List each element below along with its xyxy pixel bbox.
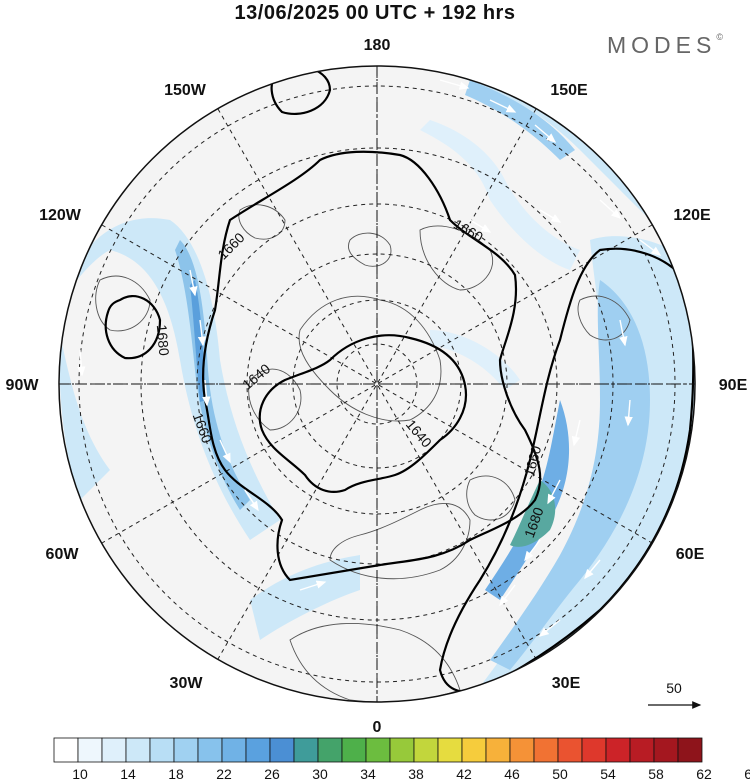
colorbar-swatch	[389, 737, 415, 763]
colorbar-swatch	[485, 737, 511, 763]
colorbar-swatch	[125, 737, 151, 763]
colorbar-tick-label: 50	[552, 766, 568, 782]
colorbar-tick-label: 22	[216, 766, 232, 782]
colorbar-tick-label: 10	[72, 766, 88, 782]
colorbar-tick-label: 18	[168, 766, 184, 782]
colorbar-swatches	[53, 737, 703, 763]
lon-label-150w: 150W	[164, 82, 207, 99]
modes-logo: MODES©	[607, 32, 723, 59]
lon-label-150e: 150E	[550, 82, 588, 99]
colorbar-swatch	[557, 737, 583, 763]
colorbar-tick-label: 54	[600, 766, 616, 782]
colorbar-swatch	[533, 737, 559, 763]
colorbar-tick-label: 62	[696, 766, 712, 782]
colorbar-swatch	[77, 737, 103, 763]
contour-label-1680: 1680	[154, 324, 173, 357]
colorbar-tick-label: 58	[648, 766, 664, 782]
colorbar-swatch	[413, 737, 439, 763]
contour-label-1660: 1660	[521, 444, 545, 478]
coastlines	[95, 204, 631, 702]
colorbar-swatch	[221, 737, 247, 763]
longitude-labels: 180 150W 150E 120W 120E 90W 90E 60W 60E …	[6, 37, 748, 736]
reference-vector-label: 50	[666, 680, 682, 696]
colorbar-swatch	[653, 737, 679, 763]
colorbar-tick-label: 46	[504, 766, 520, 782]
colorbar-swatch	[53, 737, 79, 763]
lon-label-90w: 90W	[6, 377, 40, 394]
colorbar-swatch	[365, 737, 391, 763]
lon-label-60w: 60W	[46, 546, 80, 563]
colorbar-tick-label: 66	[744, 766, 750, 782]
brand-text: MODES	[607, 32, 717, 58]
colorbar-swatch	[581, 737, 607, 763]
colorbar-swatch	[605, 737, 631, 763]
colorbar-swatch	[437, 737, 463, 763]
colorbar-tick-label: 26	[264, 766, 280, 782]
lon-label-30w: 30W	[170, 675, 204, 692]
map-border	[58, 65, 696, 703]
colorbar-swatch	[197, 737, 223, 763]
colorbar-tick-label: 38	[408, 766, 424, 782]
colorbar-swatch	[341, 737, 367, 763]
colorbar-swatch	[149, 737, 175, 763]
colorbar-tick-label: 42	[456, 766, 472, 782]
map-title: 13/06/2025 00 UTC + 192 hrs	[234, 2, 516, 24]
colorbar-swatch	[677, 737, 703, 763]
colorbar-swatch	[317, 737, 343, 763]
lon-label-0: 0	[373, 719, 382, 736]
colorbar-swatch	[245, 737, 271, 763]
colorbar-tick-label: 30	[312, 766, 328, 782]
colorbar-swatch	[101, 737, 127, 763]
brand-mark: ©	[716, 32, 723, 42]
colorbar-tick-label: 14	[120, 766, 136, 782]
colorbar-swatch	[173, 737, 199, 763]
colorbar-swatch	[293, 737, 319, 763]
lon-label-60e: 60E	[676, 546, 705, 563]
lon-label-180: 180	[364, 37, 391, 54]
lon-label-30e: 30E	[552, 675, 581, 692]
colorbar-ticks: 10141822263034384246505458626670	[72, 766, 750, 782]
reference-vector: 50	[648, 680, 702, 709]
lon-label-120w: 120W	[39, 207, 82, 224]
colorbar-swatch	[269, 737, 295, 763]
colorbar: 10141822263034384246505458626670	[53, 737, 750, 782]
colorbar-swatch	[461, 737, 487, 763]
colorbar-swatch	[509, 737, 535, 763]
colorbar-swatch	[629, 737, 655, 763]
lon-label-90e: 90E	[719, 377, 748, 394]
colorbar-tick-label: 34	[360, 766, 376, 782]
lon-label-120e: 120E	[673, 207, 711, 224]
